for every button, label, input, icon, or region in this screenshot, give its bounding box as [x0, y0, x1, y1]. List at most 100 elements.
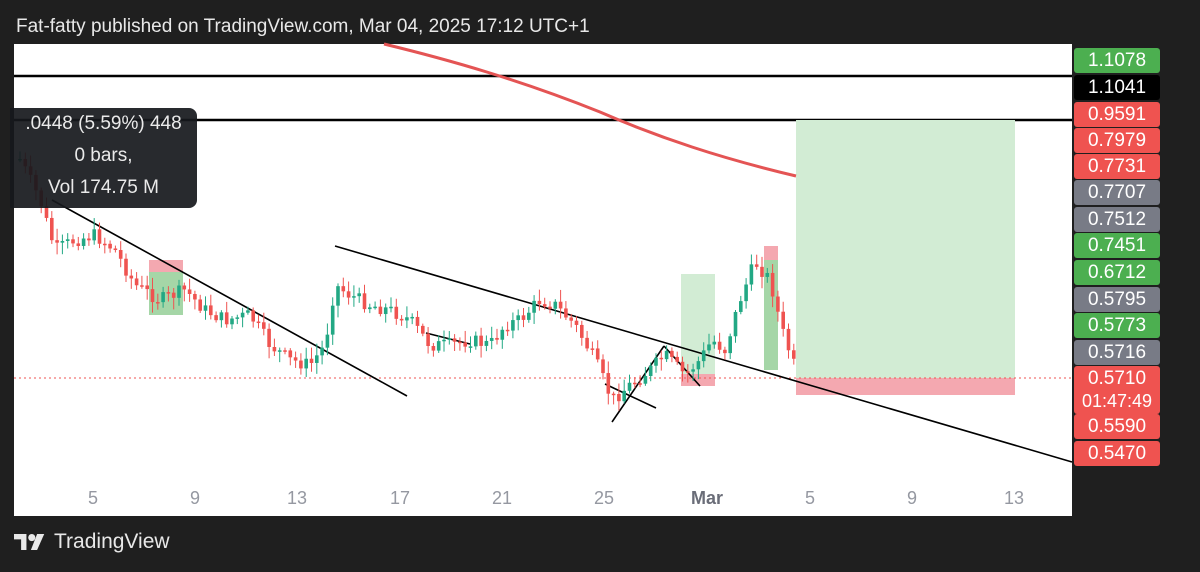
- price-label: 0.5710 01:47:49: [1074, 366, 1160, 414]
- candle-body: [574, 320, 579, 325]
- measure-tooltip: .0448 (5.59%) 448 0 bars, Vol 174.75 M: [10, 108, 197, 208]
- candle-body: [214, 315, 218, 321]
- price-label: 0.7707: [1074, 180, 1160, 205]
- candle-body: [776, 296, 780, 312]
- candle-body: [410, 316, 414, 319]
- candle-body: [71, 239, 75, 244]
- candle-body: [521, 315, 526, 320]
- candle-body: [383, 307, 388, 315]
- candle-body: [171, 292, 176, 298]
- candle-body: [415, 316, 420, 326]
- x-tick-label: 25: [594, 488, 614, 508]
- footer-brand[interactable]: TradingView: [14, 530, 170, 554]
- candle-body: [442, 339, 446, 342]
- candle-body: [341, 286, 346, 292]
- candle-body: [495, 337, 499, 340]
- candle-body: [648, 365, 653, 376]
- candle-body: [431, 346, 436, 351]
- candle-body: [696, 361, 701, 370]
- candle-body: [182, 285, 187, 290]
- candle-body: [585, 337, 589, 349]
- price-label: 0.5470: [1074, 441, 1160, 466]
- candle-body: [622, 390, 626, 402]
- candle-body: [527, 312, 531, 320]
- candle-body: [569, 317, 573, 321]
- candle-body: [65, 239, 70, 241]
- candle-body: [474, 335, 478, 347]
- candle-body: [458, 341, 462, 344]
- candle-body: [421, 325, 425, 334]
- candle-body: [118, 250, 123, 259]
- candle-body: [108, 243, 112, 249]
- candle-body: [537, 300, 542, 305]
- candle-body: [611, 393, 616, 396]
- tooltip-bars: 0 bars,: [74, 145, 133, 166]
- candle-body: [542, 304, 547, 307]
- candle-body: [654, 357, 658, 366]
- tooltip-volume: Vol 174.75 M: [48, 177, 159, 198]
- candle-body: [712, 341, 717, 345]
- candle-body: [352, 296, 356, 298]
- candle-body: [60, 240, 65, 243]
- small-zone-3-top: [764, 246, 778, 260]
- candle-body: [193, 293, 197, 300]
- price-label: 1.1041: [1074, 75, 1160, 100]
- candle-body: [394, 306, 399, 319]
- candle-body: [129, 275, 134, 279]
- x-tick-label: 5: [805, 488, 815, 508]
- publish-header: Fat-fatty published on TradingView.com, …: [16, 16, 590, 37]
- candle-body: [166, 292, 171, 294]
- candle-body: [262, 322, 266, 329]
- candle-body: [320, 347, 324, 356]
- x-tick-label: 9: [907, 488, 917, 508]
- price-label: 0.6712: [1074, 260, 1160, 285]
- candle-body: [564, 308, 568, 318]
- candle-body: [548, 306, 552, 309]
- x-tick-label: 13: [287, 488, 307, 508]
- price-label: 0.5590: [1074, 414, 1160, 439]
- candle-body: [113, 248, 118, 251]
- candle-body: [272, 346, 277, 352]
- candle-body: [203, 305, 208, 311]
- small-zone-3: [764, 258, 778, 370]
- candle-body: [315, 355, 319, 363]
- candle-body: [293, 357, 298, 361]
- candle-body: [723, 349, 727, 354]
- price-label: 0.7512: [1074, 207, 1160, 232]
- candle-body: [399, 318, 404, 321]
- candle-body: [299, 360, 303, 369]
- price-label: 0.7451: [1074, 233, 1160, 258]
- candle-body: [601, 359, 605, 374]
- candle-body: [224, 312, 229, 325]
- candle-body: [145, 285, 149, 290]
- candle-body: [733, 311, 738, 337]
- x-tick-label: 9: [190, 488, 200, 508]
- candle-body: [368, 307, 372, 310]
- price-label: 0.5795: [1074, 287, 1160, 312]
- candle-body: [405, 317, 409, 321]
- candle-body: [150, 289, 155, 303]
- price-label: 0.5716: [1074, 340, 1160, 365]
- candle-body: [362, 293, 367, 310]
- x-tick-label: 21: [492, 488, 512, 508]
- candle-body: [76, 243, 81, 246]
- candle-body: [680, 361, 685, 372]
- candle-body: [44, 206, 49, 218]
- candle-body: [691, 369, 695, 372]
- candle-body: [717, 341, 722, 350]
- candle-body: [595, 348, 600, 360]
- candle-body: [288, 350, 293, 358]
- candle-body: [389, 306, 393, 309]
- candle-body: [426, 333, 430, 347]
- tradingview-logo-icon: [14, 534, 45, 550]
- candle-body: [198, 299, 202, 311]
- price-label: 1.1078: [1074, 48, 1160, 73]
- profit-zone: [796, 120, 1015, 378]
- candle-body: [103, 243, 107, 246]
- candle-body: [484, 340, 489, 346]
- candle-body: [643, 375, 648, 384]
- x-tick-label: 13: [1004, 488, 1024, 508]
- candle-body: [309, 358, 314, 363]
- candle-body: [664, 350, 669, 360]
